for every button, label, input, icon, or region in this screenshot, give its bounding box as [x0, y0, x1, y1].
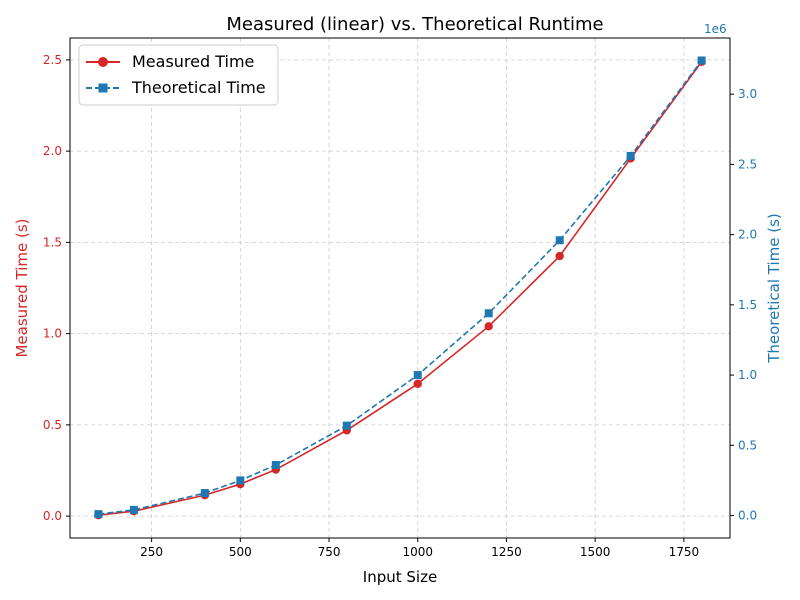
data-point [413, 371, 422, 380]
data-point [555, 236, 564, 245]
data-point [697, 56, 706, 65]
legend-measured-label: Measured Time [132, 52, 254, 71]
data-point [236, 476, 245, 485]
x-tick-label: 250 [140, 545, 163, 559]
legend-box [78, 44, 279, 106]
y-axis-label-right: Theoretical Time (s) [765, 213, 783, 364]
legend-measured-marker [98, 57, 108, 67]
y-right-tick-label: 1.5 [738, 298, 757, 312]
data-point [200, 489, 209, 498]
y-right-tick-label: 2.0 [738, 228, 757, 242]
x-tick-label: 750 [318, 545, 341, 559]
plot-frame [69, 37, 731, 539]
series-layer [94, 56, 706, 520]
data-point [555, 251, 564, 261]
y-axis-label-left: Measured Time (s) [13, 218, 31, 357]
grid-lines [70, 38, 730, 538]
data-point [626, 151, 635, 160]
x-tick-label: 1000 [402, 545, 433, 559]
y-right-tick-label: 2.5 [738, 157, 757, 171]
data-point [484, 322, 493, 331]
right-axis-offset-text: 1e6 [704, 22, 727, 36]
data-point [271, 460, 280, 469]
y-right-tick-label: 3.0 [738, 87, 757, 101]
legend: Measured Time Theoretical Time [78, 44, 279, 106]
data-point [129, 505, 138, 514]
data-point [94, 510, 103, 519]
y-left-tick-label: 1.0 [43, 327, 62, 341]
series-measured-time [94, 57, 706, 520]
series-line [98, 61, 703, 516]
y-left-tick-label: 0.0 [43, 509, 62, 523]
x-tick-label: 500 [229, 545, 252, 559]
y-right-tick-label: 1.0 [738, 368, 757, 382]
series-theoretical-time [94, 56, 706, 519]
y-right-tick-label: 0.5 [738, 438, 757, 452]
data-point [484, 309, 493, 318]
series-line [98, 59, 703, 515]
data-point [342, 421, 351, 430]
y-left-tick-label: 2.5 [43, 53, 62, 67]
x-tick-label: 1250 [491, 545, 522, 559]
y-right-tick-label: 0.0 [738, 509, 757, 523]
axis-ticks: 250 500 750 1000 1250 1500 1750 0.0 0.5 1.0 1.5 2.0… [43, 53, 757, 559]
legend-theoretical-marker [98, 83, 108, 93]
y-left-tick-label: 2.0 [43, 144, 62, 158]
x-axis-label: Input Size [363, 568, 437, 586]
data-point [413, 379, 422, 389]
chart-title: Measured (linear) vs. Theoretical Runtim… [226, 14, 603, 35]
legend-theoretical-label: Theoretical Time [131, 78, 266, 97]
x-tick-label: 1750 [669, 545, 700, 559]
x-tick-label: 1500 [580, 545, 611, 559]
y-left-tick-label: 0.5 [43, 418, 62, 432]
y-left-tick-label: 1.5 [43, 235, 62, 249]
